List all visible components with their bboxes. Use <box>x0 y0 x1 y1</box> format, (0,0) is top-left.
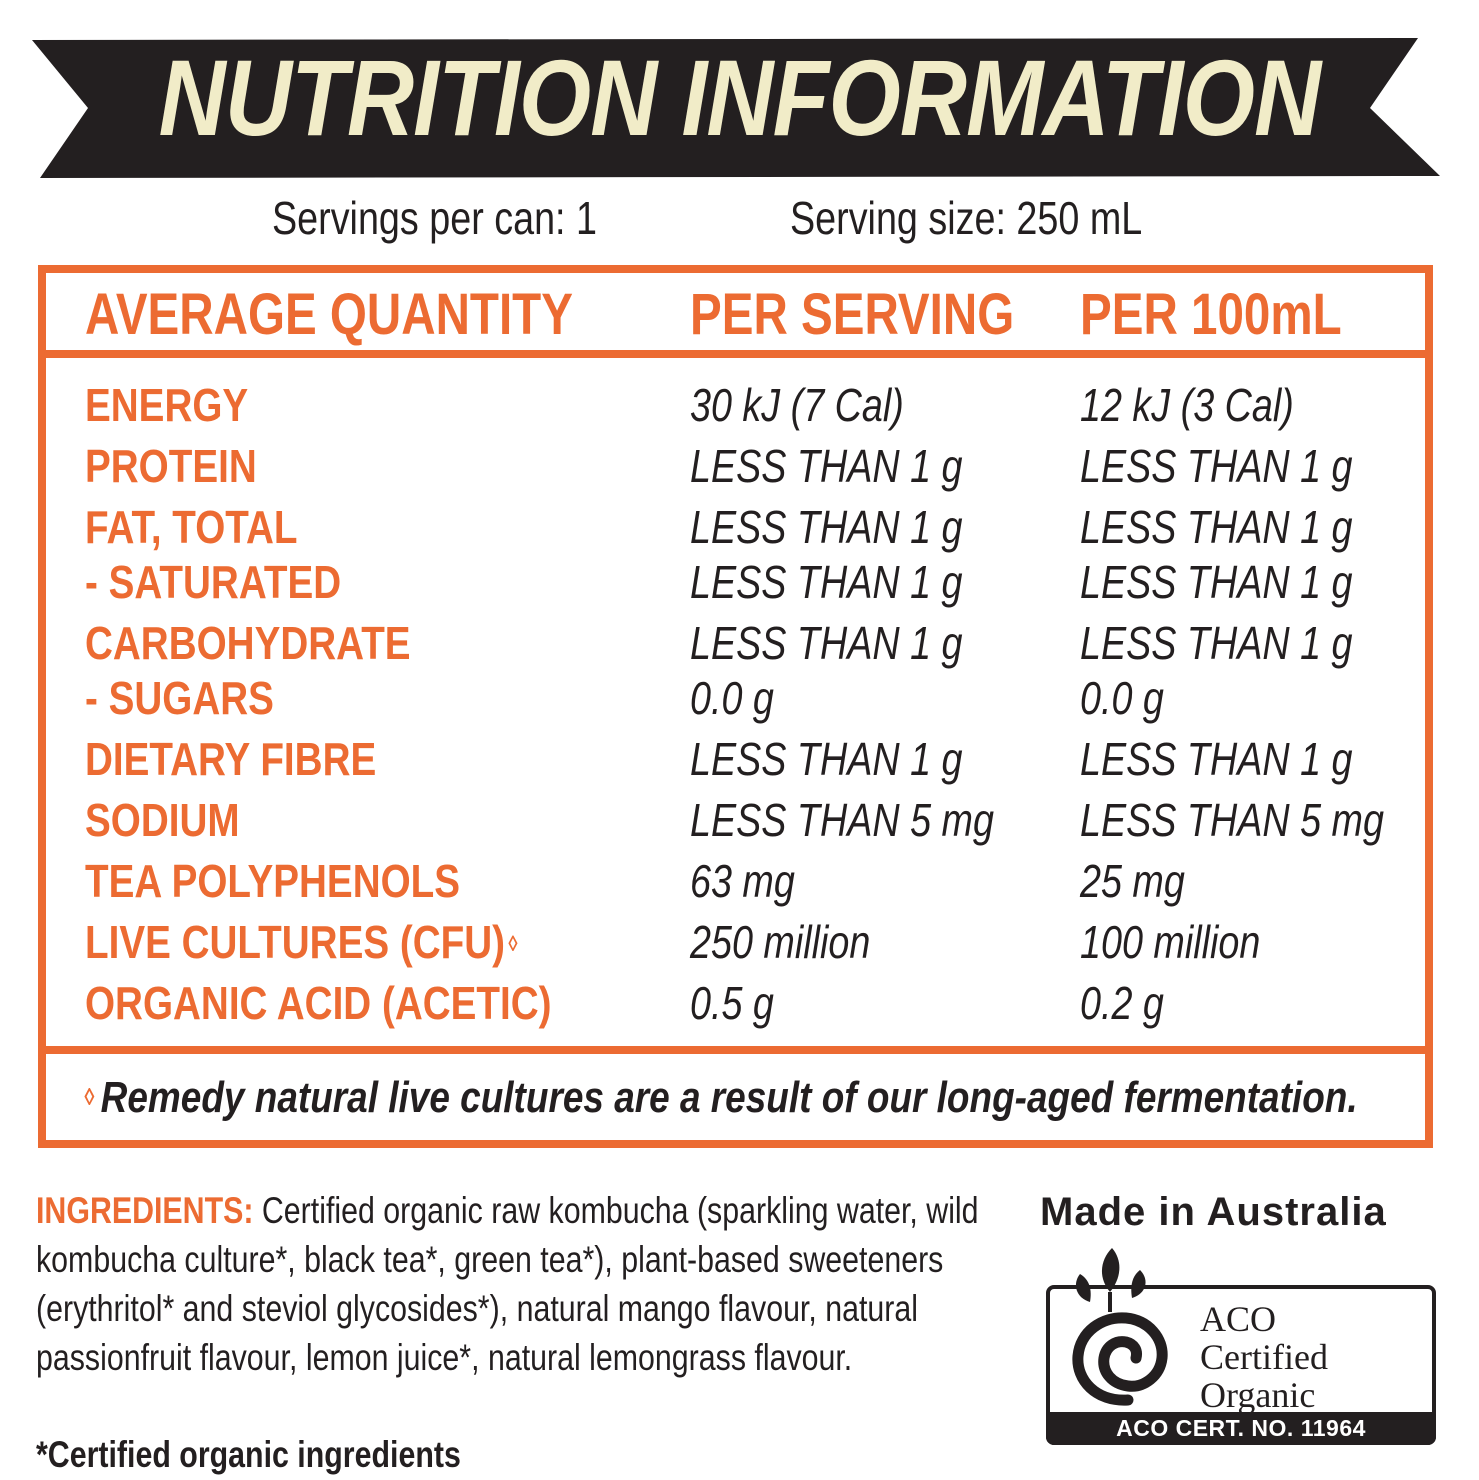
per-100ml-value: LESS THAN 1 g <box>1080 501 1353 553</box>
title-banner <box>32 38 1440 178</box>
header-per-100ml: PER 100mL <box>1080 282 1342 347</box>
nutrient-name: TEA POLYPHENOLS <box>85 855 461 907</box>
nutrient-name: SODIUM <box>85 794 240 846</box>
made-in-australia: Made in Australia <box>1040 1190 1387 1234</box>
table-row: ENERGY 30 kJ (7 Cal) 12 kJ (3 Cal) <box>0 376 1479 436</box>
serving-size: Serving size: 250 mL <box>790 192 1143 244</box>
per-serving-value: 0.0 g <box>690 672 774 724</box>
servings-per-can: Servings per can: 1 <box>272 192 597 244</box>
footnote-marker: ◊ <box>84 1084 94 1111</box>
page-title: NUTRITION INFORMATION <box>158 37 1322 158</box>
per-serving-value: LESS THAN 1 g <box>690 733 963 785</box>
table-row: TEA POLYPHENOLS 63 mg 25 mg <box>0 852 1479 912</box>
table-row: CARBOHYDRATE LESS THAN 1 g LESS THAN 1 g <box>0 614 1479 674</box>
nutrient-name: ENERGY <box>85 379 249 431</box>
table-row: SODIUM LESS THAN 5 mg LESS THAN 5 mg <box>0 791 1479 851</box>
nutrient-name: FAT, TOTAL <box>85 501 298 553</box>
ingredients-label: INGREDIENTS: <box>36 1190 254 1231</box>
per-100ml-value: 0.0 g <box>1080 672 1164 724</box>
per-100ml-value: 12 kJ (3 Cal) <box>1080 379 1294 431</box>
header-average-quantity: AVERAGE QUANTITY <box>85 282 573 347</box>
aco-line-2: Certified <box>1200 1337 1328 1377</box>
aco-cert-number: ACO CERT. NO. 11964 <box>1116 1415 1366 1441</box>
per-serving-value: LESS THAN 1 g <box>690 440 963 492</box>
aco-line-3: Organic <box>1200 1375 1316 1415</box>
per-serving-value: LESS THAN 1 g <box>690 617 963 669</box>
header-divider <box>38 350 1433 358</box>
per-100ml-value: 100 million <box>1080 916 1261 968</box>
header-per-serving: PER SERVING <box>690 282 1015 347</box>
per-serving-value: LESS THAN 1 g <box>690 501 963 553</box>
nutrient-name: LIVE CULTURES (CFU) ◊ <box>85 913 518 971</box>
per-100ml-value: LESS THAN 1 g <box>1080 617 1353 669</box>
nutrient-name: CARBOHYDRATE <box>85 617 411 669</box>
per-100ml-value: LESS THAN 1 g <box>1080 556 1353 608</box>
nutrient-name: - SATURATED <box>85 556 342 608</box>
nutrient-name: DIETARY FIBRE <box>85 733 377 785</box>
table-row: - SUGARS 0.0 g 0.0 g <box>0 669 1479 729</box>
nutrition-table-border <box>38 265 1433 1148</box>
certified-organic-note: *Certified organic ingredients <box>36 1434 461 1475</box>
nutrient-name: - SUGARS <box>85 672 274 724</box>
cert-number-strip <box>1046 1412 1436 1445</box>
per-serving-value: 250 million <box>690 916 871 968</box>
aco-line-1: ACO <box>1200 1299 1277 1339</box>
live-cultures-footnote: ◊ Remedy natural live cultures are a resu… <box>84 1068 1358 1128</box>
aco-logo-text: ACO Certified Organic <box>1200 1300 1328 1414</box>
per-serving-value: 0.5 g <box>690 977 774 1029</box>
per-serving-value: LESS THAN 5 mg <box>690 794 994 846</box>
table-row: ORGANIC ACID (ACETIC) 0.5 g 0.2 g <box>0 974 1479 1034</box>
table-row: PROTEIN LESS THAN 1 g LESS THAN 1 g <box>0 437 1479 497</box>
table-row: LIVE CULTURES (CFU) ◊ 250 million 100 mil… <box>0 913 1479 973</box>
nutrient-name: ORGANIC ACID (ACETIC) <box>85 977 552 1029</box>
swirl-leaf-icon <box>1072 1248 1168 1406</box>
table-row: FAT, TOTAL LESS THAN 1 g LESS THAN 1 g <box>0 498 1479 558</box>
per-100ml-value: 25 mg <box>1080 855 1185 907</box>
ingredients-block: INGREDIENTS: Certified organic raw kombu… <box>36 1186 1012 1382</box>
ingredients-text: Certified organic raw kombucha (sparklin… <box>36 1190 979 1378</box>
table-row: - SATURATED LESS THAN 1 g LESS THAN 1 g <box>0 553 1479 613</box>
per-serving-value: 63 mg <box>690 855 795 907</box>
footnote-divider <box>38 1046 1433 1054</box>
per-100ml-value: 0.2 g <box>1080 977 1164 1029</box>
footnote-text: Remedy natural live cultures are a resul… <box>100 1073 1358 1122</box>
aco-certified-organic-logo: ACO Certified Organic ACO CERT. NO. 1196… <box>1040 1240 1442 1445</box>
nutrient-name: PROTEIN <box>85 440 257 492</box>
per-serving-value: LESS THAN 1 g <box>690 556 963 608</box>
per-serving-value: 30 kJ (7 Cal) <box>690 379 904 431</box>
per-100ml-value: LESS THAN 5 mg <box>1080 794 1384 846</box>
live-cultures-label: LIVE CULTURES (CFU) <box>85 916 506 968</box>
per-100ml-value: LESS THAN 1 g <box>1080 440 1353 492</box>
per-100ml-value: LESS THAN 1 g <box>1080 733 1353 785</box>
footnote-marker: ◊ <box>508 931 518 956</box>
table-row: DIETARY FIBRE LESS THAN 1 g LESS THAN 1 … <box>0 730 1479 790</box>
